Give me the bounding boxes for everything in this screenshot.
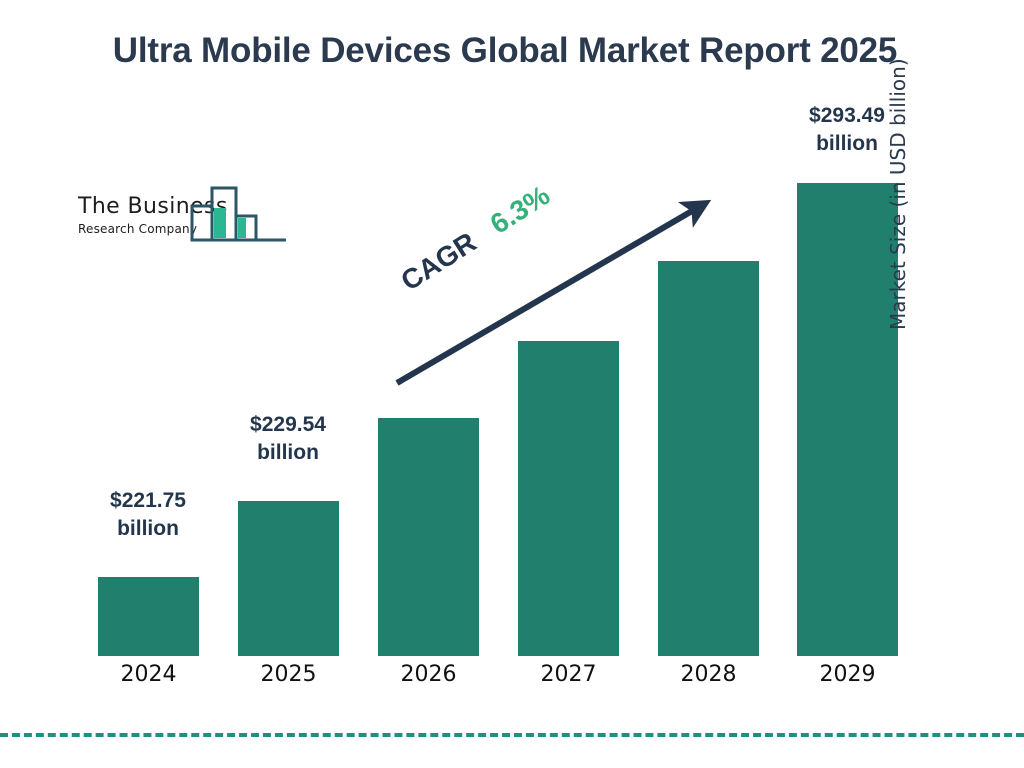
cagr-label: CAGR bbox=[395, 226, 482, 297]
x-tick-2024: 2024 bbox=[120, 662, 177, 687]
bar-2027 bbox=[518, 341, 619, 656]
bar-2025 bbox=[238, 501, 339, 656]
logo-wordmark: The Business Research Company bbox=[78, 194, 228, 236]
y-axis-title: Market Size (in USD billion) bbox=[886, 58, 910, 330]
x-tick-2029: 2029 bbox=[819, 662, 876, 687]
cagr-value: 6.3% bbox=[484, 179, 556, 240]
x-tick-2028: 2028 bbox=[680, 662, 737, 687]
logo-line-1: The Business bbox=[78, 194, 228, 219]
bar-2028 bbox=[658, 261, 759, 656]
x-tick-2027: 2027 bbox=[540, 662, 597, 687]
page-title: Ultra Mobile Devices Global Market Repor… bbox=[112, 31, 898, 70]
x-tick-2025: 2025 bbox=[260, 662, 317, 687]
footer-divider bbox=[0, 733, 1024, 737]
value-label-2025: $229.54 billion bbox=[250, 413, 326, 464]
value-label-2029: $293.49 billion bbox=[809, 104, 885, 155]
company-logo: The Business Research Company bbox=[78, 186, 288, 250]
cagr-annotation: CAGR 6.3% bbox=[395, 179, 555, 297]
x-tick-2026: 2026 bbox=[400, 662, 457, 687]
bar-2029 bbox=[797, 183, 898, 656]
logo-line-2: Research Company bbox=[78, 222, 198, 236]
bar-chart-logo-mark bbox=[190, 182, 290, 244]
bar-2026 bbox=[378, 418, 479, 656]
bar-2024 bbox=[98, 577, 199, 656]
value-label-2024: $221.75 billion bbox=[110, 489, 186, 540]
